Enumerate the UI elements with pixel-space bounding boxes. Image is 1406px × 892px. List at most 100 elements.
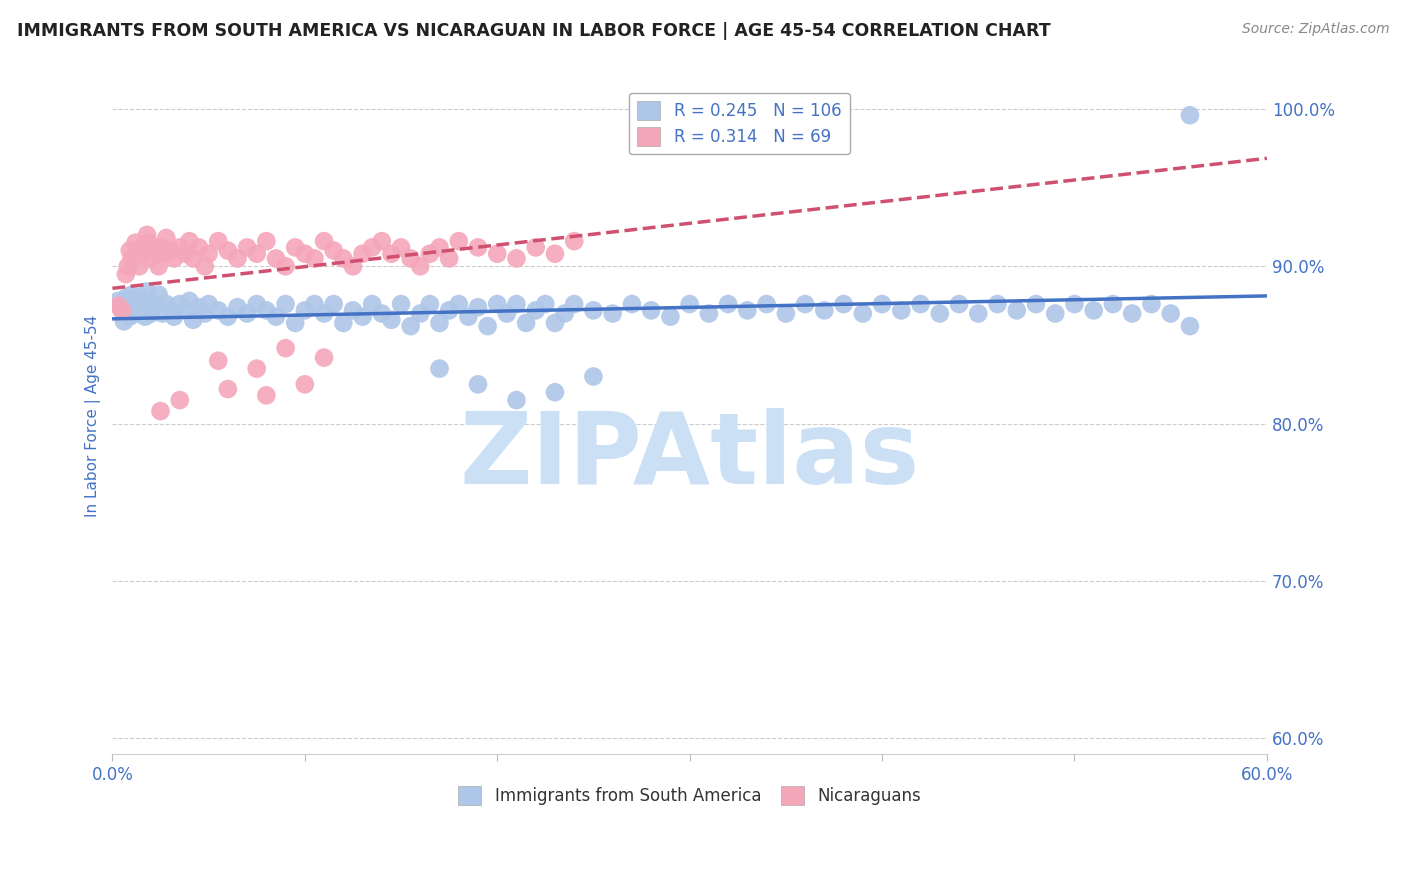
Point <box>246 361 269 376</box>
Point <box>640 303 662 318</box>
Point <box>322 297 344 311</box>
Point <box>419 297 441 311</box>
Point <box>505 297 527 311</box>
Point <box>524 303 547 318</box>
Text: Source: ZipAtlas.com: Source: ZipAtlas.com <box>1241 22 1389 37</box>
Point <box>544 246 567 260</box>
Point <box>174 303 197 318</box>
Point <box>179 234 201 248</box>
Point <box>217 310 239 324</box>
Point <box>188 240 211 254</box>
Point <box>380 246 402 260</box>
Point <box>717 297 740 311</box>
Point <box>181 313 204 327</box>
Point <box>429 361 451 376</box>
Point <box>207 353 229 368</box>
Point <box>409 306 432 320</box>
Point <box>122 297 145 311</box>
Point <box>124 235 146 250</box>
Point <box>1083 303 1105 318</box>
Point <box>111 303 134 318</box>
Point <box>755 297 778 311</box>
Point <box>1045 306 1067 320</box>
Text: IMMIGRANTS FROM SOUTH AMERICA VS NICARAGUAN IN LABOR FORCE | AGE 45-54 CORRELATI: IMMIGRANTS FROM SOUTH AMERICA VS NICARAG… <box>17 22 1050 40</box>
Point <box>194 260 217 274</box>
Point <box>1121 306 1143 320</box>
Point <box>544 316 567 330</box>
Point <box>505 252 527 266</box>
Point <box>419 246 441 260</box>
Point <box>284 240 307 254</box>
Point <box>775 306 797 320</box>
Point <box>117 260 139 274</box>
Point <box>1140 297 1163 311</box>
Point <box>371 306 394 320</box>
Point <box>380 313 402 327</box>
Point <box>437 303 460 318</box>
Point <box>832 297 855 311</box>
Point <box>1025 297 1047 311</box>
Point <box>246 297 269 311</box>
Point <box>562 234 585 248</box>
Point <box>143 244 166 258</box>
Point <box>304 297 326 311</box>
Point <box>138 235 160 250</box>
Point <box>181 252 204 266</box>
Point <box>332 252 354 266</box>
Point <box>127 293 149 308</box>
Point <box>813 303 835 318</box>
Point <box>1063 297 1085 311</box>
Point <box>121 287 143 301</box>
Point <box>148 260 170 274</box>
Point <box>217 244 239 258</box>
Point <box>112 314 135 328</box>
Point <box>174 246 197 260</box>
Text: ZIPAtlas: ZIPAtlas <box>460 408 920 505</box>
Point <box>495 306 517 320</box>
Point <box>127 244 149 258</box>
Point <box>155 297 177 311</box>
Point <box>389 297 412 311</box>
Point <box>107 293 129 308</box>
Point <box>284 316 307 330</box>
Point <box>129 291 152 305</box>
Point <box>207 303 229 318</box>
Point <box>486 297 509 311</box>
Point <box>294 377 316 392</box>
Point <box>169 393 191 408</box>
Point <box>371 234 394 248</box>
Y-axis label: In Labor Force | Age 45-54: In Labor Force | Age 45-54 <box>86 315 101 517</box>
Point <box>342 303 364 318</box>
Point <box>152 306 174 320</box>
Point <box>928 306 950 320</box>
Point <box>246 246 269 260</box>
Point <box>163 252 186 266</box>
Point <box>226 252 249 266</box>
Point <box>129 240 152 254</box>
Point <box>389 240 412 254</box>
Point <box>1005 303 1028 318</box>
Point <box>910 297 932 311</box>
Point <box>254 303 277 318</box>
Point <box>505 393 527 408</box>
Point <box>139 252 162 266</box>
Point <box>602 306 624 320</box>
Point <box>169 297 191 311</box>
Point <box>429 240 451 254</box>
Point <box>486 246 509 260</box>
Legend: Immigrants from South America, Nicaraguans: Immigrants from South America, Nicaragua… <box>450 778 929 814</box>
Point <box>554 306 576 320</box>
Point <box>332 316 354 330</box>
Point <box>1102 297 1125 311</box>
Point <box>457 310 479 324</box>
Point <box>136 285 159 299</box>
Point <box>254 234 277 248</box>
Point <box>124 306 146 320</box>
Point <box>163 310 186 324</box>
Point <box>274 341 297 355</box>
Point <box>134 310 156 324</box>
Point <box>544 385 567 400</box>
Point <box>197 297 219 311</box>
Point <box>679 297 702 311</box>
Point <box>136 227 159 242</box>
